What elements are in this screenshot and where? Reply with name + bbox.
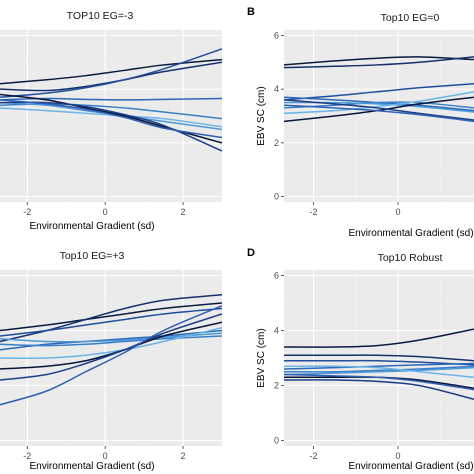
series-line-8 — [0, 93, 222, 144]
series-line-3 — [0, 48, 222, 98]
x-tick-label: 2 — [181, 451, 186, 461]
x-tick-label: -2 — [23, 451, 31, 461]
series-line-7 — [0, 327, 222, 359]
x-tick-label: 0 — [103, 451, 108, 461]
series-line-9 — [284, 379, 474, 400]
x-tick-label: -2 — [23, 207, 31, 217]
x-tick-label: -2 — [310, 207, 318, 217]
series-line-6 — [284, 366, 474, 376]
y-axis-title: EBV SC (cm) — [256, 86, 267, 145]
series-line-6 — [0, 332, 222, 343]
chart-panel-3: -2 0 2 Top10 EG=+3 Environmental Gradient (s… — [0, 250, 222, 472]
x-axis-title: Environmental Gradient (sd) — [348, 461, 473, 472]
series-line-4 — [0, 329, 222, 351]
y-axis-title: EBV SC (cm) — [256, 328, 267, 387]
series-line-1 — [0, 58, 222, 85]
series-line-9 — [0, 313, 222, 381]
y-tick-label: 2 — [274, 138, 279, 148]
series-line-10 — [0, 305, 222, 406]
y-tick-label: 6 — [274, 271, 279, 281]
x-tick-label: 2 — [181, 207, 186, 217]
series-line-5 — [0, 335, 222, 347]
y-tick-label: 6 — [274, 30, 279, 40]
y-tick-label: 2 — [274, 381, 279, 391]
chart-panel-1: -2 0 2 TOP10 EG=-3 Environmental Gradient (s… — [0, 10, 222, 232]
series-line-10 — [284, 373, 474, 391]
series-line-9 — [0, 101, 222, 152]
panel-title: Top10 EG=+3 — [60, 250, 125, 262]
series-line-1 — [284, 56, 474, 66]
x-axis-title: Environmental Gradient (sd) — [348, 228, 473, 239]
series-line-4 — [284, 362, 474, 370]
series-group — [0, 48, 222, 152]
series-line-8 — [0, 321, 222, 370]
x-axis-title: Environmental Gradient (sd) — [29, 461, 154, 472]
x-tick-label: -2 — [310, 451, 318, 461]
x-tick-label: 0 — [103, 207, 108, 217]
series-line-2 — [284, 354, 474, 362]
series-group — [0, 294, 222, 406]
series-line-5 — [284, 101, 474, 109]
panel-label: B — [247, 6, 255, 18]
y-tick-label: 0 — [274, 436, 279, 446]
series-line-1 — [284, 328, 474, 348]
x-tick-label: 0 — [395, 207, 400, 217]
x-axis-title: Environmental Gradient (sd) — [29, 221, 154, 232]
y-tick-label: 0 — [274, 192, 279, 202]
panel-title: TOP10 EG=-3 — [67, 10, 134, 22]
series-line-10 — [0, 99, 222, 139]
series-line-10 — [284, 104, 474, 123]
series-group — [284, 328, 474, 400]
series-group — [284, 56, 474, 123]
series-line-2 — [284, 56, 474, 69]
panel-label: D — [247, 247, 255, 259]
series-line-9 — [284, 99, 474, 121]
series-line-7 — [284, 91, 474, 115]
chart-panel-4: -2 0 0 2 4 6 Top10 Robust D Environmental Gradie… — [247, 247, 474, 472]
y-tick-label: 4 — [274, 326, 279, 336]
series-line-3 — [0, 307, 222, 337]
x-tick-label: 0 — [395, 451, 400, 461]
series-line-1 — [0, 302, 222, 332]
panel-title: Top10 Robust — [378, 252, 443, 264]
series-line-7 — [284, 365, 474, 378]
series-line-5 — [284, 365, 474, 373]
series-line-7 — [0, 107, 222, 128]
panel-title: Top10 EG=0 — [381, 12, 440, 24]
y-tick-label: 4 — [274, 84, 279, 94]
chart-panel-2: -2 0 0 2 4 6 Top10 EG=0 B Environmental Gradient… — [247, 6, 474, 239]
series-line-3 — [284, 359, 474, 366]
series-line-3 — [284, 83, 474, 101]
